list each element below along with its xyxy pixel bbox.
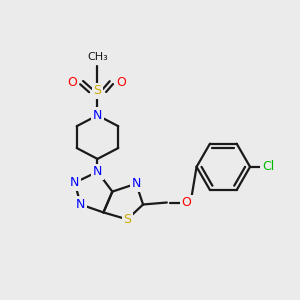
Text: Cl: Cl (262, 160, 274, 173)
Text: S: S (94, 84, 101, 97)
Text: N: N (76, 198, 85, 211)
Text: O: O (116, 76, 126, 89)
Text: CH₃: CH₃ (87, 52, 108, 62)
Text: O: O (67, 76, 77, 89)
Text: N: N (93, 165, 102, 178)
Text: S: S (123, 213, 131, 226)
Text: N: N (70, 176, 80, 189)
Text: N: N (131, 177, 141, 190)
Text: N: N (93, 109, 102, 122)
Text: O: O (182, 196, 192, 209)
